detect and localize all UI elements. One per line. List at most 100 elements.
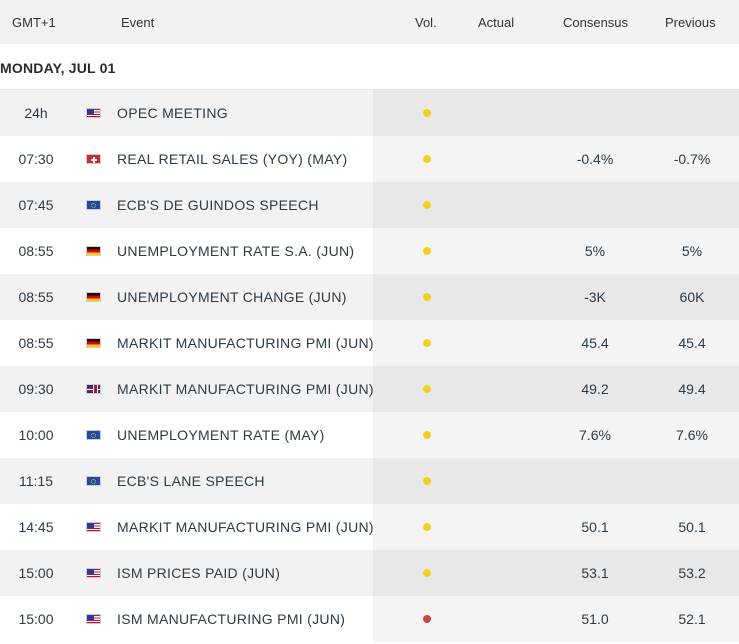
previous-value: -0.7% [673, 151, 711, 167]
table-row[interactable]: 15:00 ISM MANUFACTURING PMI (JUN) 51.0 52.1 [0, 596, 739, 642]
event-time: 08:55 [18, 243, 54, 259]
event-time: 15:00 [18, 611, 54, 627]
previous-value: 50.1 [678, 519, 706, 535]
consensus-value: -3K [584, 289, 606, 305]
event-name[interactable]: OPEC MEETING [117, 105, 228, 121]
event-name[interactable]: MARKIT MANUFACTURING PMI (JUN) [117, 519, 374, 535]
table-row[interactable]: 10:00 UNEMPLOYMENT RATE (MAY) 7.6% 7.6% [0, 412, 739, 458]
header-vol: Vol. [415, 15, 437, 30]
switzerland-flag-icon [86, 154, 101, 164]
table-row[interactable]: 08:55 MARKIT MANUFACTURING PMI (JUN) 45.4 4… [0, 320, 739, 366]
consensus-value: 49.2 [581, 381, 609, 397]
uk-flag-icon [86, 384, 101, 394]
previous-value: 60K [679, 289, 705, 305]
us-flag-icon [86, 614, 101, 624]
vol-column-shade [373, 228, 739, 274]
impact-low-icon [423, 247, 431, 255]
impact-low-icon [423, 155, 431, 163]
germany-flag-icon [86, 338, 101, 348]
impact-low-icon [423, 109, 431, 117]
table-row[interactable]: 07:30 REAL RETAIL SALES (YOY) (MAY) -0.4% -… [0, 136, 739, 182]
impact-low-icon [423, 293, 431, 301]
table-header: GMT+1 Event Vol. Actual Consensus Previo… [0, 0, 739, 44]
table-row[interactable]: 07:45 ECB'S DE GUINDOS SPEECH [0, 182, 739, 228]
event-name[interactable]: REAL RETAIL SALES (YOY) (MAY) [117, 151, 348, 167]
event-time: 15:00 [18, 565, 54, 581]
event-time: 07:30 [18, 151, 54, 167]
eu-flag-icon [86, 200, 101, 210]
table-row[interactable]: 08:55 UNEMPLOYMENT CHANGE (JUN) -3K 60K [0, 274, 739, 320]
event-time: 10:00 [18, 427, 54, 443]
event-name[interactable]: ECB'S DE GUINDOS SPEECH [117, 197, 319, 213]
impact-low-icon [423, 385, 431, 393]
consensus-value: 50.1 [581, 519, 609, 535]
vol-column-shade [373, 274, 739, 320]
us-flag-icon [86, 108, 101, 118]
event-name[interactable]: MARKIT MANUFACTURING PMI (JUN) [117, 335, 374, 351]
event-time: 24h [24, 105, 48, 121]
event-list: 24h OPEC MEETING 07:30 REAL RETAIL SALES (Y… [0, 90, 739, 642]
date-label: MONDAY, JUL 01 [0, 60, 116, 76]
consensus-value: -0.4% [576, 151, 614, 167]
previous-value: 53.2 [678, 565, 706, 581]
vol-column-shade [373, 596, 739, 642]
previous-value: 5% [681, 243, 703, 259]
vol-column-shade [373, 412, 739, 458]
eu-flag-icon [86, 430, 101, 440]
impact-low-icon [423, 431, 431, 439]
eu-flag-icon [86, 476, 101, 486]
event-time: 07:45 [18, 197, 54, 213]
event-time: 11:15 [19, 473, 53, 489]
table-row[interactable]: 15:00 ISM PRICES PAID (JUN) 53.1 53.2 [0, 550, 739, 596]
consensus-value: 7.6% [579, 427, 611, 443]
impact-high-icon [423, 615, 431, 623]
header-event: Event [121, 15, 155, 30]
event-time: 08:55 [18, 289, 54, 305]
germany-flag-icon [86, 292, 101, 302]
event-name[interactable]: ISM MANUFACTURING PMI (JUN) [117, 611, 346, 627]
header-timezone[interactable]: GMT+1 [12, 15, 56, 30]
previous-value: 52.1 [678, 611, 706, 627]
vol-column-shade [373, 90, 739, 136]
impact-low-icon [423, 477, 431, 485]
event-time: 09:30 [18, 381, 54, 397]
table-row[interactable]: 11:15 ECB'S LANE SPEECH [0, 458, 739, 504]
vol-column-shade [373, 550, 739, 596]
event-name[interactable]: UNEMPLOYMENT RATE (MAY) [117, 427, 325, 443]
header-previous: Previous [665, 15, 716, 30]
event-name[interactable]: ECB'S LANE SPEECH [117, 473, 265, 489]
impact-low-icon [423, 523, 431, 531]
vol-column-shade [373, 320, 739, 366]
table-row[interactable]: 09:30 MARKIT MANUFACTURING PMI (JUN) 49.2 4… [0, 366, 739, 412]
date-group-header: MONDAY, JUL 01 [0, 44, 739, 90]
event-name[interactable]: ISM PRICES PAID (JUN) [117, 565, 281, 581]
vol-column-shade [373, 182, 739, 228]
vol-column-shade [373, 136, 739, 182]
us-flag-icon [86, 522, 101, 532]
event-time: 14:45 [18, 519, 54, 535]
table-row[interactable]: 24h OPEC MEETING [0, 90, 739, 136]
event-time: 08:55 [18, 335, 54, 351]
table-row[interactable]: 08:55 UNEMPLOYMENT RATE S.A. (JUN) 5% 5% [0, 228, 739, 274]
table-row[interactable]: 14:45 MARKIT MANUFACTURING PMI (JUN) 50.1 5… [0, 504, 739, 550]
previous-value: 49.4 [678, 381, 706, 397]
impact-low-icon [423, 569, 431, 577]
impact-low-icon [423, 339, 431, 347]
event-name[interactable]: UNEMPLOYMENT RATE S.A. (JUN) [117, 243, 355, 259]
vol-column-shade [373, 366, 739, 412]
us-flag-icon [86, 568, 101, 578]
impact-low-icon [423, 201, 431, 209]
header-actual: Actual [478, 15, 515, 30]
consensus-value: 51.0 [581, 611, 609, 627]
vol-column-shade [373, 458, 739, 504]
event-name[interactable]: UNEMPLOYMENT CHANGE (JUN) [117, 289, 347, 305]
consensus-value: 45.4 [581, 335, 609, 351]
previous-value: 45.4 [678, 335, 706, 351]
event-name[interactable]: MARKIT MANUFACTURING PMI (JUN) [117, 381, 374, 397]
header-consensus: Consensus [563, 15, 629, 30]
vol-column-shade [373, 504, 739, 550]
previous-value: 7.6% [676, 427, 708, 443]
consensus-value: 5% [584, 243, 606, 259]
consensus-value: 53.1 [581, 565, 609, 581]
germany-flag-icon [86, 246, 101, 256]
